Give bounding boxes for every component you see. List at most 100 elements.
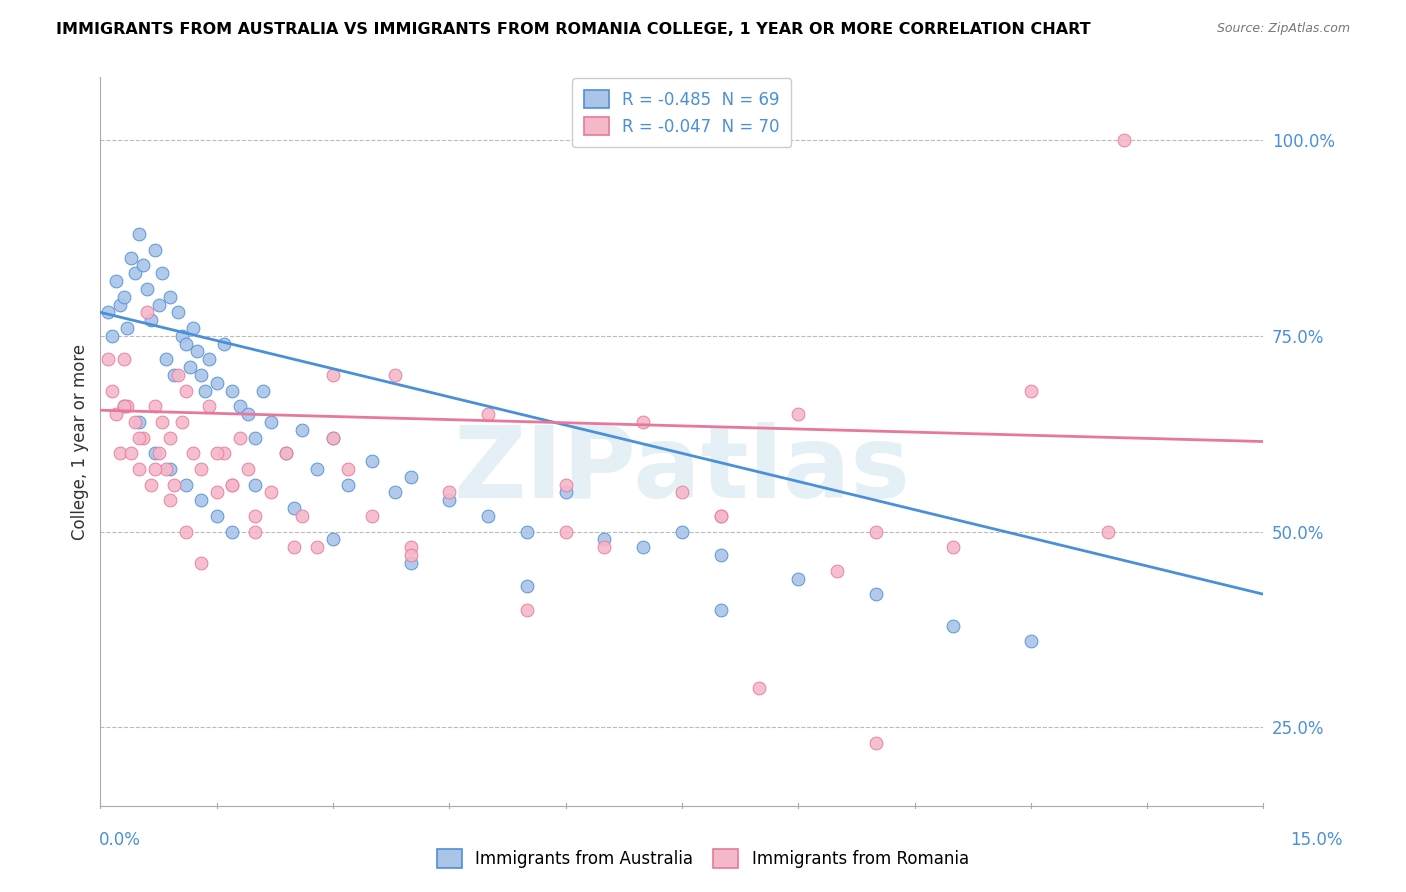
Point <box>260 415 283 429</box>
Point <box>117 399 139 413</box>
Point <box>170 328 193 343</box>
Point <box>132 258 155 272</box>
Point <box>198 399 221 413</box>
Text: 15.0%: 15.0% <box>1291 831 1343 849</box>
Point <box>1097 524 1119 539</box>
Point <box>128 415 150 429</box>
Point <box>128 227 150 241</box>
Point <box>360 508 382 523</box>
Point <box>139 313 162 327</box>
Point <box>291 508 314 523</box>
Point <box>205 376 228 390</box>
Point <box>865 587 887 601</box>
Point <box>384 368 406 382</box>
Point <box>205 508 228 523</box>
Point <box>198 352 221 367</box>
Point <box>221 524 243 539</box>
Point <box>221 384 243 398</box>
Point <box>787 572 810 586</box>
Text: IMMIGRANTS FROM AUSTRALIA VS IMMIGRANTS FROM ROMANIA COLLEGE, 1 YEAR OR MORE COR: IMMIGRANTS FROM AUSTRALIA VS IMMIGRANTS … <box>56 22 1091 37</box>
Point <box>322 368 344 382</box>
Point <box>283 501 305 516</box>
Point <box>159 431 181 445</box>
Point <box>322 533 344 547</box>
Point <box>593 541 616 555</box>
Point <box>865 736 887 750</box>
Point <box>307 462 329 476</box>
Point <box>477 407 499 421</box>
Point <box>245 431 267 445</box>
Point <box>117 321 139 335</box>
Point <box>1112 133 1135 147</box>
Point <box>112 352 135 367</box>
Point <box>174 477 197 491</box>
Point <box>1019 384 1042 398</box>
Point <box>276 446 298 460</box>
Point <box>163 368 186 382</box>
Point <box>190 368 212 382</box>
Point <box>139 477 162 491</box>
Point <box>252 384 274 398</box>
Point <box>135 282 157 296</box>
Point <box>205 485 228 500</box>
Point <box>194 384 217 398</box>
Point <box>236 407 259 421</box>
Point <box>214 336 236 351</box>
Point <box>124 266 146 280</box>
Point <box>942 541 965 555</box>
Y-axis label: College, 1 year or more: College, 1 year or more <box>72 343 89 540</box>
Point <box>260 485 283 500</box>
Point <box>221 477 243 491</box>
Point <box>399 470 422 484</box>
Point <box>143 462 166 476</box>
Point <box>631 541 654 555</box>
Point <box>283 541 305 555</box>
Point <box>183 446 205 460</box>
Point <box>229 399 252 413</box>
Point <box>104 274 127 288</box>
Point <box>710 508 733 523</box>
Point <box>167 305 190 319</box>
Point <box>101 384 124 398</box>
Point <box>174 524 197 539</box>
Point <box>825 564 848 578</box>
Point <box>631 415 654 429</box>
Point <box>748 681 770 696</box>
Point <box>439 485 461 500</box>
Point <box>143 446 166 460</box>
Point <box>174 336 197 351</box>
Point <box>112 399 135 413</box>
Point <box>337 477 360 491</box>
Point <box>439 493 461 508</box>
Point <box>167 368 190 382</box>
Point <box>229 431 252 445</box>
Point <box>245 524 267 539</box>
Point <box>150 415 173 429</box>
Text: ZIPatlas: ZIPatlas <box>454 422 910 519</box>
Point <box>190 556 212 570</box>
Point <box>593 533 616 547</box>
Point <box>155 352 177 367</box>
Point <box>174 384 197 398</box>
Legend: Immigrants from Australia, Immigrants from Romania: Immigrants from Australia, Immigrants fr… <box>430 843 976 875</box>
Point <box>276 446 298 460</box>
Point <box>108 297 131 311</box>
Text: 0.0%: 0.0% <box>98 831 141 849</box>
Point <box>186 344 208 359</box>
Point <box>159 462 181 476</box>
Point <box>221 477 243 491</box>
Point <box>399 541 422 555</box>
Point <box>245 477 267 491</box>
Point <box>865 524 887 539</box>
Point <box>124 415 146 429</box>
Point <box>710 603 733 617</box>
Point <box>132 431 155 445</box>
Point <box>942 618 965 632</box>
Point <box>101 328 124 343</box>
Point <box>135 305 157 319</box>
Point <box>97 352 120 367</box>
Point <box>108 446 131 460</box>
Point <box>307 541 329 555</box>
Legend: R = -0.485  N = 69, R = -0.047  N = 70: R = -0.485 N = 69, R = -0.047 N = 70 <box>572 78 792 147</box>
Point <box>143 399 166 413</box>
